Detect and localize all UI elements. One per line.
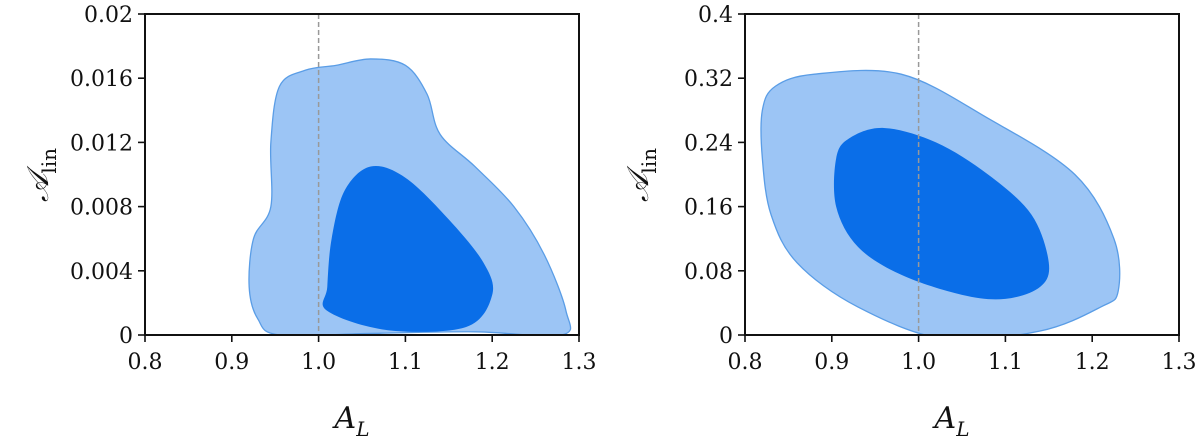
x-tick-label-left: 1.0 (301, 350, 336, 375)
y-tick-label-left: 0.012 (70, 131, 133, 156)
y-tick-label-right: 0.08 (684, 260, 733, 285)
x-tick-label-right: 0.9 (814, 350, 849, 375)
x-axis-label-right: AL (932, 401, 970, 437)
panel-left: 0.8 0.9 1.0 1.1 1.2 1.3 0 0.004 0.008 0.012 0.016 0… (21, 3, 597, 437)
x-tick-label-right: 1.2 (1075, 350, 1110, 375)
contour-68-left (322, 165, 494, 332)
y-axis-label-right: 𝒜lin (621, 148, 661, 202)
ticks-right: 0.8 0.9 1.0 1.1 1.2 1.3 0 0.08 0.16 0.24 0.32 0.4 (684, 3, 1196, 375)
y-tick-label-right: 0.16 (684, 196, 733, 221)
y-tick-label-right: 0 (719, 324, 733, 349)
contours-right (760, 69, 1121, 335)
x-tick-label-right: 1.0 (901, 350, 936, 375)
contours-left (248, 58, 572, 335)
x-tick-label-left: 0.8 (128, 350, 163, 375)
x-tick-label-left: 1.3 (562, 350, 597, 375)
y-tick-label-left: 0.004 (70, 260, 133, 285)
y-tick-label-left: 0.02 (84, 3, 133, 28)
y-tick-label-left: 0 (119, 324, 133, 349)
y-tick-label-right: 0.4 (698, 3, 733, 28)
ticks-left: 0.8 0.9 1.0 1.1 1.2 1.3 0 0.004 0.008 0.012 0.016 0… (70, 3, 596, 375)
y-tick-label-left: 0.008 (70, 196, 133, 221)
contour-68-right (833, 127, 1050, 300)
axes-frame-right (744, 13, 1180, 336)
x-tick-label-left: 1.2 (475, 350, 510, 375)
axes-frame-left (144, 13, 580, 336)
panel-right: 0.8 0.9 1.0 1.1 1.2 1.3 0 0.08 0.16 0.24 0.32 0.4 A… (621, 3, 1197, 437)
x-tick-label-right: 0.8 (728, 350, 763, 375)
x-tick-label-left: 0.9 (214, 350, 249, 375)
x-tick-label-left: 1.1 (388, 350, 423, 375)
y-tick-label-left: 0.016 (70, 67, 133, 92)
x-tick-label-right: 1.3 (1162, 350, 1197, 375)
x-tick-label-right: 1.1 (988, 350, 1023, 375)
y-tick-label-right: 0.24 (684, 131, 733, 156)
y-tick-label-right: 0.32 (684, 67, 733, 92)
y-axis-label-left: 𝒜lin (21, 148, 61, 202)
x-axis-label-left: AL (332, 401, 370, 437)
